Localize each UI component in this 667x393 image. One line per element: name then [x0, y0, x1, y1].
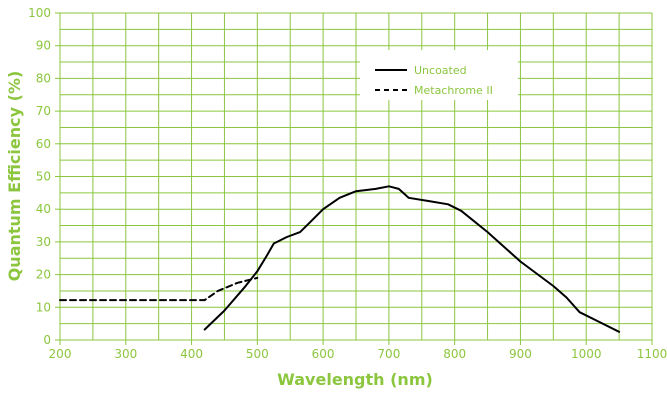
x-tick-label: 300: [114, 347, 137, 361]
series-layer: [59, 185, 621, 333]
y-tick-label: 50: [36, 170, 51, 184]
x-tick-label: 1000: [571, 347, 602, 361]
y-tick-label: 40: [36, 202, 51, 216]
legend-label-uncoated: Uncoated: [414, 64, 467, 77]
y-tick-label: 100: [28, 6, 51, 20]
y-tick-label: 60: [36, 137, 51, 151]
y-tick-label: 20: [36, 268, 51, 282]
x-tick-label: 900: [509, 347, 532, 361]
x-tick-label: 600: [312, 347, 335, 361]
grid: [59, 12, 653, 341]
x-tick-label: 400: [180, 347, 203, 361]
x-tick-label: 1100: [637, 347, 667, 361]
y-tick-label: 30: [36, 235, 51, 249]
x-tick-label: 700: [377, 347, 400, 361]
y-tick-label: 0: [43, 333, 51, 347]
series-line-metachrome-ii: [59, 276, 259, 302]
legend-box: [360, 50, 518, 100]
legend: Uncoated Metachrome II: [360, 50, 518, 100]
x-axis-title: Wavelength (nm): [277, 370, 433, 389]
x-tick-label: 800: [443, 347, 466, 361]
y-axis-title: Quantum Efficiency (%): [5, 71, 24, 282]
legend-label-metachrome: Metachrome II: [414, 84, 493, 97]
x-tick-label: 200: [49, 347, 72, 361]
x-tick-label: 500: [246, 347, 269, 361]
y-tick-label: 10: [36, 300, 51, 314]
y-tick-label: 70: [36, 104, 51, 118]
tick-labels: 200 300 400 500 600 700 800 900 1000 1100 0 10 20 30 4…: [28, 6, 667, 361]
y-tick-label: 80: [36, 71, 51, 85]
series-line-uncoated: [203, 185, 621, 333]
y-tick-label: 90: [36, 39, 51, 53]
